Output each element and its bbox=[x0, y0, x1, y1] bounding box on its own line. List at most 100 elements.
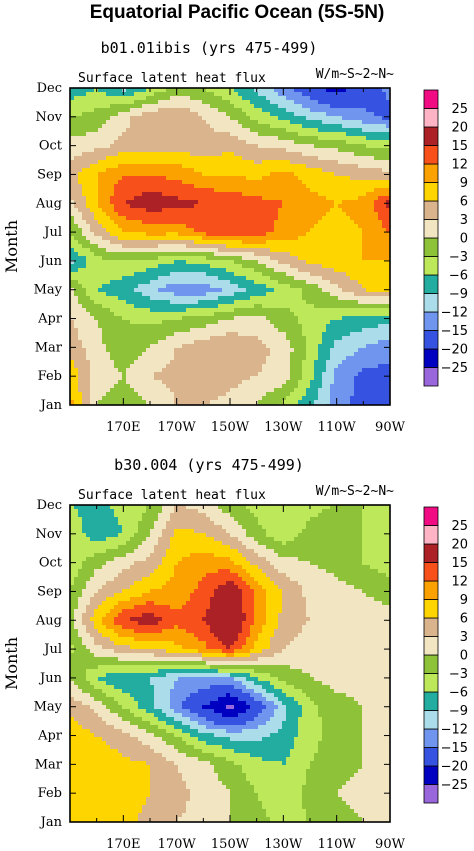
contour-cell bbox=[270, 184, 275, 189]
contour-cell bbox=[318, 184, 323, 189]
contour-cell bbox=[90, 164, 95, 169]
contour-cell bbox=[110, 144, 115, 149]
contour-cell bbox=[326, 148, 331, 153]
contour-cell bbox=[330, 196, 335, 201]
contour-cell bbox=[274, 208, 279, 213]
contour-cell bbox=[246, 104, 251, 109]
contour-cell bbox=[366, 96, 371, 101]
contour-cell bbox=[186, 332, 191, 337]
contour-cell bbox=[186, 168, 191, 173]
contour-cell bbox=[206, 132, 211, 137]
contour-cell bbox=[226, 168, 231, 173]
contour-cell bbox=[198, 88, 203, 93]
contour-cell bbox=[146, 336, 151, 341]
contour-cell bbox=[198, 256, 203, 261]
contour-cell bbox=[122, 324, 127, 329]
contour-cell bbox=[242, 272, 247, 277]
contour-cell bbox=[378, 316, 383, 321]
contour-cell bbox=[130, 92, 135, 97]
contour-cell bbox=[150, 124, 155, 129]
contour-cell bbox=[90, 260, 95, 265]
contour-cell bbox=[290, 180, 295, 185]
contour-cell bbox=[318, 192, 323, 197]
contour-cell bbox=[258, 228, 263, 233]
contour-cell bbox=[322, 220, 327, 225]
contour-cell bbox=[334, 212, 339, 217]
contour-cell bbox=[186, 328, 191, 333]
contour-cell bbox=[166, 164, 171, 169]
contour-cell bbox=[82, 164, 87, 169]
contour-cell bbox=[110, 212, 115, 217]
contour-cell bbox=[118, 108, 123, 113]
contour-cell bbox=[358, 192, 363, 197]
contour-cell bbox=[298, 264, 303, 269]
contour-cell bbox=[114, 320, 119, 325]
contour-cell bbox=[342, 256, 347, 261]
contour-cell bbox=[222, 140, 227, 145]
contour-cell bbox=[370, 152, 375, 157]
contour-cell bbox=[346, 272, 351, 277]
contour-cell bbox=[314, 160, 319, 165]
contour-cell bbox=[90, 208, 95, 213]
contour-cell bbox=[94, 288, 99, 293]
contour-cell bbox=[158, 152, 163, 157]
contour-cell bbox=[82, 312, 87, 317]
contour-cell bbox=[222, 108, 227, 113]
contour-cell bbox=[194, 176, 199, 181]
contour-cell bbox=[362, 328, 367, 333]
contour-cell bbox=[166, 116, 171, 121]
contour-cell bbox=[98, 248, 103, 253]
contour-cell bbox=[334, 256, 339, 261]
contour-cell bbox=[186, 232, 191, 237]
contour-cell bbox=[218, 196, 223, 201]
contour-cell bbox=[182, 244, 187, 249]
contour-cell bbox=[198, 92, 203, 97]
contour-cell bbox=[162, 120, 167, 125]
contour-cell bbox=[114, 120, 119, 125]
contour-cell bbox=[130, 224, 135, 229]
contour-cell bbox=[166, 96, 171, 101]
contour-cell bbox=[186, 196, 191, 201]
contour-cell bbox=[186, 320, 191, 325]
contour-cell bbox=[270, 168, 275, 173]
contour-cell bbox=[162, 88, 167, 93]
contour-cell bbox=[214, 300, 219, 305]
contour-cell bbox=[366, 120, 371, 125]
contour-cell bbox=[230, 96, 235, 101]
contour-cell bbox=[266, 176, 271, 181]
contour-cell bbox=[98, 120, 103, 125]
contour-cell bbox=[270, 328, 275, 333]
contour-cell bbox=[306, 296, 311, 301]
contour-cell bbox=[358, 332, 363, 337]
contour-cell bbox=[166, 172, 171, 177]
contour-cell bbox=[362, 124, 367, 129]
contour-cell bbox=[226, 108, 231, 113]
contour-cell bbox=[206, 156, 211, 161]
contour-cell bbox=[178, 212, 183, 217]
contour-cell bbox=[98, 236, 103, 241]
contour-cell bbox=[162, 140, 167, 145]
contour-cell bbox=[226, 92, 231, 97]
contour-cell bbox=[310, 264, 315, 269]
contour-cell bbox=[270, 244, 275, 249]
contour-cell bbox=[138, 252, 143, 257]
contour-cell bbox=[374, 216, 379, 221]
contour-cell bbox=[274, 168, 279, 173]
contour-cell bbox=[218, 108, 223, 113]
contour-cell bbox=[238, 156, 243, 161]
contour-cell bbox=[218, 200, 223, 205]
contour-cell bbox=[322, 112, 327, 117]
contour-cell bbox=[362, 332, 367, 337]
contour-cell bbox=[262, 200, 267, 205]
contour-cell bbox=[322, 168, 327, 173]
contour-cell bbox=[150, 292, 155, 297]
contour-cell bbox=[258, 156, 263, 161]
contour-cell bbox=[98, 196, 103, 201]
contour-cell bbox=[158, 204, 163, 209]
contour-cell bbox=[162, 288, 167, 293]
contour-cell bbox=[338, 332, 343, 337]
contour-cell bbox=[374, 260, 379, 265]
contour-cell bbox=[138, 232, 143, 237]
contour-cell bbox=[370, 320, 375, 325]
contour-cell bbox=[106, 236, 111, 241]
